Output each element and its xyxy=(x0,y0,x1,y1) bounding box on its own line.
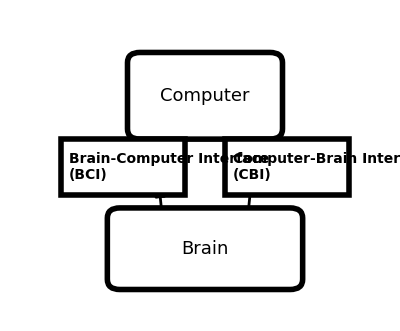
Text: Computer-Brain Interface
(CBI): Computer-Brain Interface (CBI) xyxy=(233,152,400,182)
FancyBboxPatch shape xyxy=(128,52,282,139)
FancyBboxPatch shape xyxy=(61,139,185,195)
FancyBboxPatch shape xyxy=(107,208,303,290)
Text: Brain-Computer Interface
(BCI): Brain-Computer Interface (BCI) xyxy=(69,152,269,182)
FancyBboxPatch shape xyxy=(225,139,349,195)
Text: Brain: Brain xyxy=(181,240,229,258)
Text: Computer: Computer xyxy=(160,87,250,105)
